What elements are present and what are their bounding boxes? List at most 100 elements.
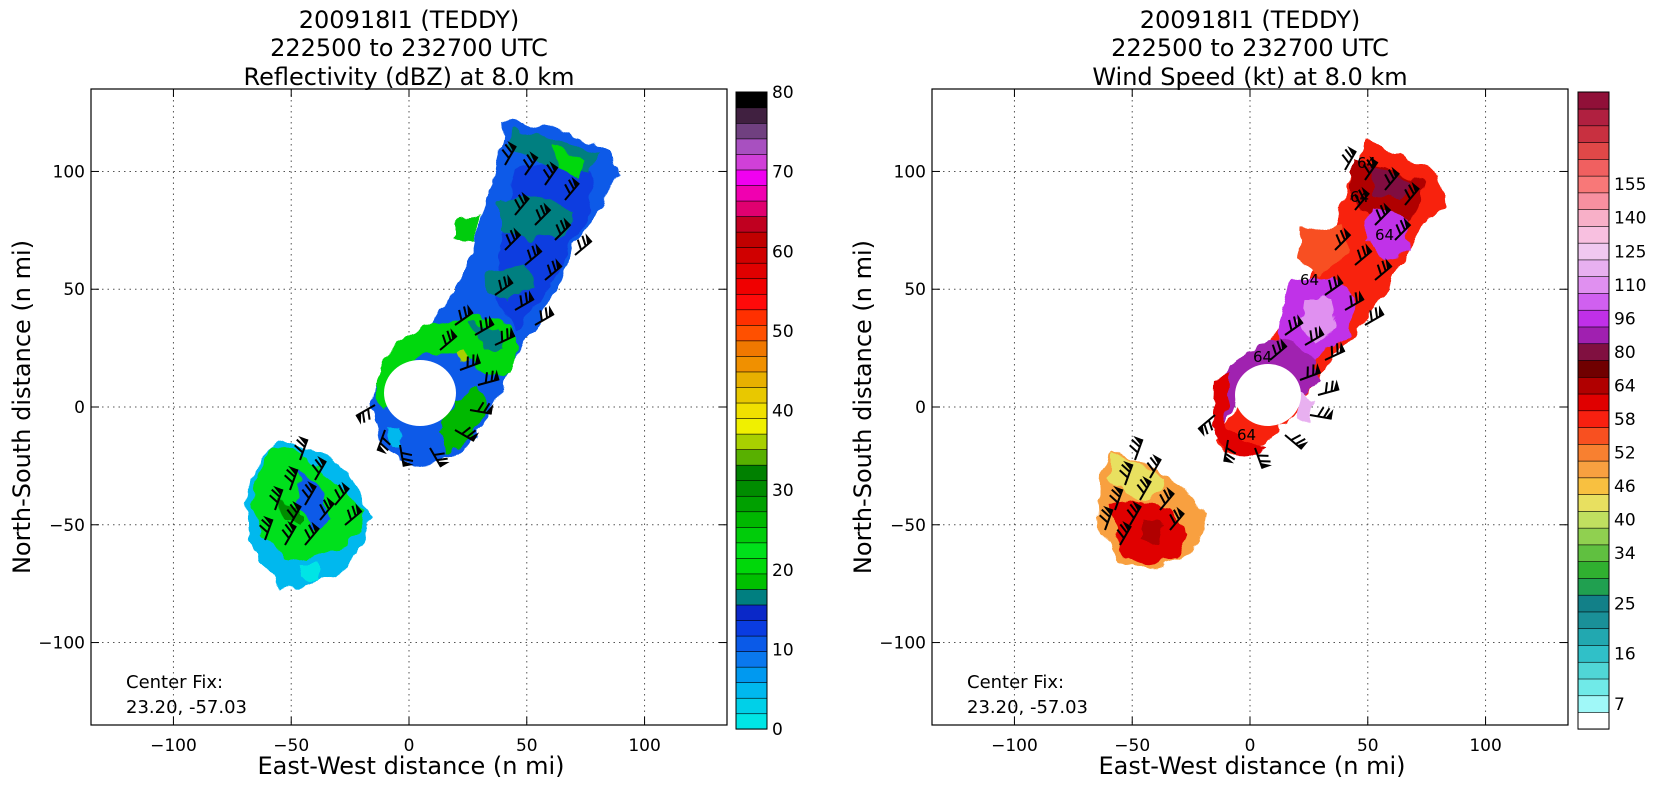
colorbar-tick-label: 30 (772, 481, 794, 501)
colorbar-bin (1577, 561, 1610, 579)
wind-barb (522, 151, 539, 176)
wind-speed-panel: 200918I1 (TEDDY) 222500 to 232700 UTC Wi… (849, 6, 1646, 780)
colorbar-bin (1577, 644, 1610, 663)
wind-barb (1384, 166, 1400, 191)
y-tick-label: −50 (49, 516, 85, 536)
wind-barb (311, 455, 327, 481)
colorbar-bin (1577, 192, 1610, 210)
wind-barb (524, 243, 543, 266)
colorbar-bin (735, 184, 768, 202)
wind-barb (1317, 379, 1340, 396)
x-tick-label: −100 (150, 736, 197, 756)
wind-barb (1129, 435, 1144, 461)
x-tick-label: 50 (516, 736, 538, 756)
y-tick-label: −50 (890, 516, 926, 536)
wind-barb (1341, 145, 1357, 171)
y-tick-label: 100 (53, 162, 85, 182)
colorbar-bin (1577, 460, 1610, 479)
wind-barb (1354, 243, 1373, 266)
right-wind-ne-lilac (1300, 300, 1335, 345)
x-tick-label: 50 (1357, 736, 1379, 756)
right-title-line-2: 222500 to 232700 UTC (1111, 34, 1389, 62)
left-axis-ticks: −100 −50 0 50 100 −100 −50 0 50 100 (38, 89, 727, 756)
wind-barb (1284, 314, 1304, 336)
colorbar-tick-label: 80 (1614, 343, 1636, 363)
colorbar-bin (1577, 393, 1610, 412)
wind-barb (554, 217, 572, 241)
left-title-line-1: 200918I1 (TEDDY) (299, 6, 519, 34)
right-x-axis-label: East-West distance (n mi) (1098, 752, 1405, 780)
colorbar-bin (735, 107, 768, 124)
colorbar-bin (735, 480, 768, 497)
right-wind-barbs (1099, 145, 1420, 546)
reflectivity-panel: 200918I1 (TEDDY) 222500 to 232700 UTC Re… (8, 6, 794, 780)
left-colorbar: 0 10 20 30 40 50 60 70 80 (735, 83, 794, 740)
wind-barb (1334, 227, 1352, 251)
wind-barb (281, 520, 297, 546)
contour-label-64: 64 (1300, 271, 1319, 289)
left-echo-eyewall-south-green (440, 385, 490, 455)
colorbar-bin (1577, 695, 1610, 713)
x-tick-label: 0 (1245, 736, 1256, 756)
right-y-axis-label: North-South distance (n mi) (849, 240, 877, 574)
colorbar-bin (735, 511, 768, 528)
y-tick-label: −100 (879, 634, 926, 654)
colorbar-tick-label: 52 (1614, 443, 1636, 463)
colorbar-bin (735, 215, 768, 233)
colorbar-bin (735, 278, 768, 295)
colorbar-bin (735, 138, 768, 155)
wind-barb (454, 426, 480, 442)
wind-barb (1374, 258, 1393, 281)
y-tick-label: −100 (38, 634, 85, 654)
colorbar-tick-label: 34 (1614, 544, 1636, 564)
colorbar-tick-label: 60 (772, 242, 794, 262)
colorbar-bin (735, 293, 768, 311)
colorbar-bin (735, 651, 768, 668)
x-tick-label: 100 (628, 736, 660, 756)
colorbar-tick-label: 64 (1614, 376, 1636, 396)
colorbar-bin (1577, 209, 1610, 227)
colorbar-bin (735, 122, 768, 140)
wind-barb (469, 401, 494, 415)
wind-barb (301, 480, 317, 506)
left-eye (384, 360, 456, 426)
wind-barb (501, 140, 517, 166)
colorbar-tick-label: 40 (1614, 510, 1636, 530)
colorbar-bin (1577, 326, 1610, 345)
wind-barb (1223, 439, 1237, 464)
wind-barb (1126, 500, 1142, 526)
wind-barb (1146, 453, 1162, 479)
wind-barb (474, 315, 495, 336)
wind-barb (376, 429, 391, 455)
wind-barb (477, 369, 500, 386)
colorbar-bin (1577, 141, 1610, 160)
wind-barb (454, 304, 474, 326)
left-center-fix-label: Center Fix: (126, 672, 223, 693)
colorbar-frame (1577, 91, 1610, 730)
colorbar-bin (735, 542, 768, 559)
x-tick-label: −50 (1114, 736, 1150, 756)
right-wind-eyewall-purple (1215, 340, 1320, 430)
wind-barb (1284, 434, 1309, 450)
wind-barb (1362, 156, 1379, 181)
left-echo-sw-lightcyan (300, 565, 320, 580)
colorbar-bin (735, 526, 768, 544)
wind-barb (269, 485, 284, 511)
wind-barb (439, 328, 458, 351)
left-echo-ne-green-1 (555, 145, 585, 180)
wind-barb (494, 326, 516, 346)
colorbar-bin (1577, 678, 1610, 697)
wind-barb (284, 465, 299, 491)
left-echo-eyewall-cyan (385, 425, 405, 445)
wind-barb (1197, 414, 1216, 437)
wind-barb (1324, 341, 1346, 361)
left-echo-eyewall-lime (455, 350, 466, 364)
y-tick-label: 0 (915, 398, 926, 418)
colorbar-bin (1577, 242, 1610, 261)
wind-barb (1169, 506, 1185, 531)
colorbar-bin (735, 247, 768, 264)
x-tick-label: 100 (1469, 736, 1501, 756)
right-wind-ne-purple-1 (1365, 205, 1410, 260)
colorbar-bin (1577, 225, 1610, 244)
